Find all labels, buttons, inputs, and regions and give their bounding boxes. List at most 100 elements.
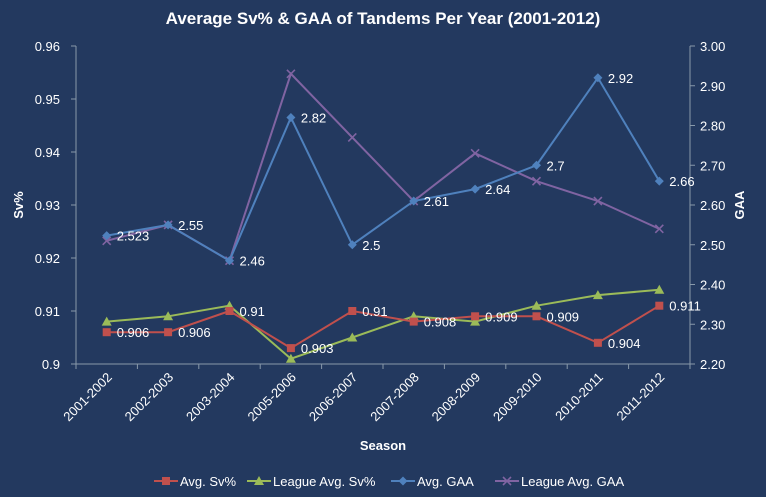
y2-tick-label: 2.50 [700,238,725,253]
data-point [593,73,603,83]
data-point [470,316,481,326]
data-point [531,176,542,186]
x-tick-label: 2006-2007 [306,370,361,425]
series-avg-sv [102,301,664,353]
data-label: 2.5 [362,238,380,253]
data-point [347,132,357,142]
legend-label: Avg. Sv% [180,474,237,489]
data-label: 0.906 [117,325,150,340]
data-label: 0.903 [301,341,334,356]
y-tick-label: 0.9 [42,357,60,372]
y2-tick-label: 2.40 [700,278,725,293]
data-point [286,113,296,123]
data-point [532,312,541,321]
y2-tick-label: 3.00 [700,39,725,54]
data-point [654,224,664,234]
data-point [285,353,296,363]
data-label: 2.64 [485,182,510,197]
data-label: 0.906 [178,325,211,340]
data-point [102,231,112,241]
data-point [164,328,173,337]
data-labels: 0.906 0.906 0.91 0.903 0.91 0.908 0.909 0.909 0.… [117,71,701,356]
data-point [471,312,480,321]
y2-tick-label: 2.80 [700,119,725,134]
data-label: 0.911 [669,299,701,314]
data-label: 2.66 [669,174,694,189]
data-label: 2.46 [240,254,265,269]
x-axis-title: Season [360,438,406,453]
data-point [409,196,419,206]
x-tick-label: 2002-2003 [122,370,177,425]
data-point [162,477,170,485]
y-tick-label: 0.91 [35,304,60,319]
data-point [470,184,480,194]
legend-item: Avg. Sv% [154,474,237,489]
data-point [163,220,173,230]
y-tick-label: 0.94 [35,145,60,160]
data-label: 2.523 [117,229,150,244]
data-point [102,328,111,337]
y2-tick-label: 2.60 [700,198,725,213]
data-point [398,476,408,486]
x-tick-label: 2005-2006 [244,370,299,425]
data-point [347,240,357,250]
data-point [531,300,542,310]
series-line [106,288,660,360]
series-line [106,75,661,263]
legend-label: League Avg. GAA [521,474,624,489]
y2-axis-title: GAA [732,190,747,220]
data-point [654,176,664,186]
x-tick-label: 2001-2002 [60,370,115,425]
series-league-avg-sv [101,284,665,363]
y-tick-label: 0.95 [35,92,60,107]
data-point [502,476,512,486]
legend-item: League Avg. GAA [495,474,624,489]
y-tick-label: 0.96 [35,39,60,54]
data-point [102,236,112,246]
data-point [225,307,234,315]
x-tick-label: 2010-2011 [552,370,606,424]
data-point [254,476,264,485]
data-point [532,160,541,170]
y-tick-label: 0.93 [35,198,60,213]
y2-tick-label: 2.90 [700,79,725,94]
data-label: 2.7 [547,158,565,173]
x-tick-label: 2008-2009 [429,370,484,425]
x-tick-label: 2009-2010 [490,370,545,425]
y2-tick-label: 2.20 [700,357,725,372]
y-tick-label: 0.92 [35,251,60,266]
series-avg-gaa [102,73,664,266]
data-point [593,196,603,206]
x-tick-label: 2011-2012 [614,370,668,424]
data-point [592,290,603,300]
data-label: 2.55 [178,218,203,233]
chart-title: Average Sv% & GAA of Tandems Per Year (2… [166,9,601,28]
legend-item: Avg. GAA [391,474,474,489]
series-layer [101,69,665,363]
data-label: 0.904 [608,336,641,351]
data-label: 0.91 [240,304,265,319]
legend: Avg. Sv% League Avg. Sv% Avg. GAA League Av… [154,474,624,489]
data-point [470,148,480,158]
data-label: 0.908 [424,315,457,330]
data-label: 2.82 [301,111,326,126]
y2-tick-label: 2.30 [700,317,725,332]
data-point [163,311,174,321]
data-label: 0.909 [485,309,518,324]
data-label: 0.91 [362,304,387,319]
data-point [286,344,295,353]
data-label: 0.909 [547,309,580,324]
x-tick-label: 2007-2008 [367,370,422,425]
data-point [347,332,358,342]
legend-label: Avg. GAA [417,474,474,489]
series-line [106,304,660,350]
data-label: 2.61 [424,194,449,209]
data-point [593,338,602,347]
data-point [286,69,296,79]
y-axis-title: Sv% [11,191,26,219]
data-label: 2.92 [608,71,633,86]
x-tick-label: 2003-2004 [183,370,238,425]
data-point [348,307,357,315]
